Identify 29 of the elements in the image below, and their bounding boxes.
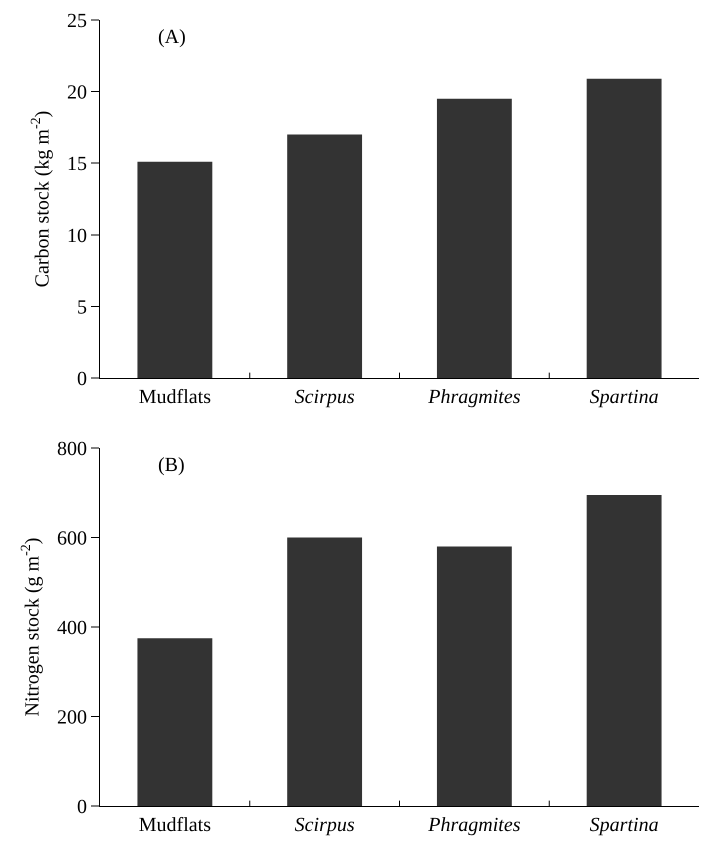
annotation: (B) [158,454,185,476]
annotation: (A) [158,26,186,48]
y-tick-label: 15 [67,153,87,176]
bar [586,78,662,378]
y-tick-label: 0 [77,368,87,390]
x-tick-label: Spartina [590,814,659,836]
x-tick-label: Mudflats [138,386,212,408]
y-tick-label: 10 [67,224,87,247]
bar [137,638,212,806]
y-tick-label: 200 [57,706,87,728]
bar [586,494,662,806]
x-tick-label: Scirpus [294,814,355,836]
x-tick-label: Scirpus [294,386,355,408]
bar [137,162,212,378]
y-tick-label: 20 [67,82,87,104]
y-tick-label: 5 [77,296,87,318]
x-tick-label: Spartina [590,386,659,408]
x-tick-label: Phragmites [427,386,521,408]
x-tick-label: Phragmites [427,814,521,836]
bar [287,134,362,378]
y-tick-label: 25 [67,10,87,32]
bar [287,538,362,806]
y-tick-label: 600 [57,528,87,550]
y-tick-label: 0 [77,796,87,818]
bar [436,98,512,378]
y-tick-label: 400 [57,617,87,639]
x-tick-label: Mudflats [138,814,212,836]
bar [436,546,512,806]
y-tick-label: 800 [57,438,87,460]
